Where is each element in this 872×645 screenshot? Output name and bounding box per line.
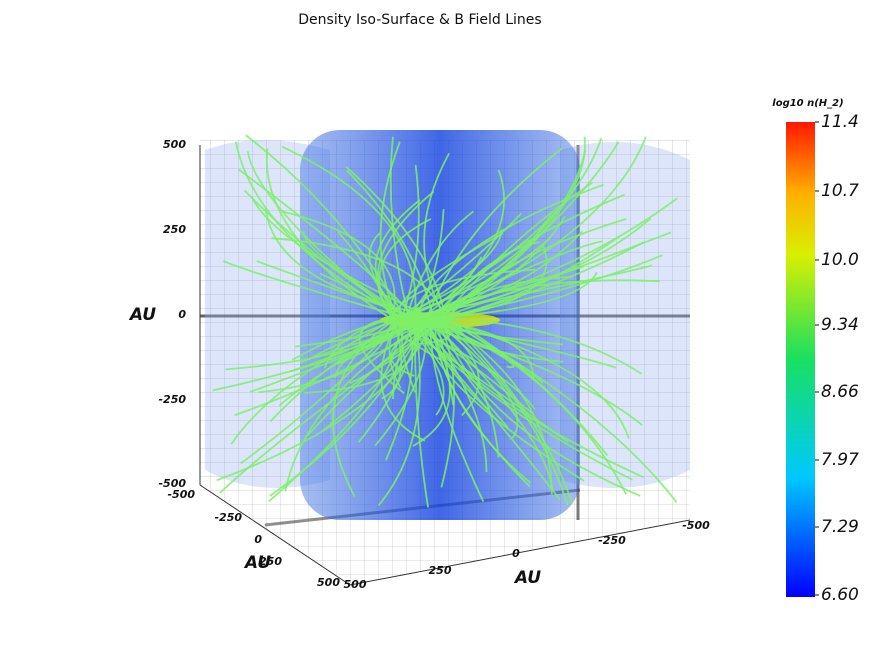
tick-label: 0 (254, 533, 262, 546)
colorbar-tick-label: 6.60 (821, 585, 859, 605)
field-line (430, 317, 515, 369)
field-line (396, 236, 551, 319)
tick-label: -250 (158, 393, 186, 406)
tick-label: -250 (214, 511, 242, 524)
field-line (447, 217, 627, 319)
field-line (377, 317, 421, 507)
field-line (414, 230, 583, 319)
field-line (212, 317, 428, 392)
field-line (323, 317, 394, 369)
colorbar (786, 122, 815, 597)
field-line (403, 317, 633, 481)
tick-label: 500 (344, 578, 367, 591)
field-line (420, 317, 500, 458)
field-line (281, 145, 417, 319)
field-line (269, 317, 429, 497)
tick-label: 250 (259, 555, 282, 568)
iso-surface (560, 142, 690, 488)
field-line (447, 317, 574, 504)
tick-label: -500 (158, 477, 186, 490)
colorbar-tick-label: 7.29 (821, 517, 859, 537)
field-line (346, 169, 435, 319)
field-line (398, 232, 504, 319)
field-line (426, 147, 563, 319)
field-line (405, 210, 475, 319)
field-line (234, 141, 405, 319)
field-line (421, 240, 603, 319)
axis-label: AU (243, 553, 271, 573)
iso-surface (205, 140, 330, 488)
field-line (448, 317, 609, 457)
tick-label: 250 (163, 223, 186, 236)
field-line (422, 136, 647, 319)
field-line (413, 317, 489, 410)
tick-label: -250 (598, 534, 626, 547)
colorbar-tick-label: 8.66 (821, 382, 859, 402)
field-line (400, 317, 445, 416)
field-line (397, 137, 603, 319)
field-line (265, 148, 391, 319)
field-line (438, 317, 569, 506)
colorbar-tick-label: 10.7 (821, 181, 859, 201)
scene (199, 130, 691, 586)
axis-line (199, 484, 351, 586)
tick-label: 500 (317, 576, 340, 589)
field-line (243, 189, 408, 319)
field-line (230, 317, 397, 445)
field-line (440, 181, 593, 319)
field-line (282, 210, 396, 319)
field-line (440, 317, 641, 497)
tick-label: 250 (429, 564, 452, 577)
field-line (389, 136, 410, 319)
colorbar-label: log10 n(H_2) (772, 98, 843, 109)
field-line (427, 317, 554, 491)
field-line (441, 317, 678, 503)
field-line (278, 317, 432, 407)
field-line (379, 141, 401, 319)
field-line (399, 212, 523, 319)
field-line (234, 317, 440, 417)
field-lines (212, 134, 678, 508)
field-line (219, 317, 446, 494)
field-line (447, 241, 645, 319)
colorbar-tick-label: 11.4 (821, 112, 859, 132)
tick-label: 0 (512, 547, 520, 560)
colorbar-tick-label: 7.97 (821, 450, 859, 470)
tick-label: -500 (167, 488, 195, 501)
field-line (433, 317, 630, 439)
field-line (429, 317, 485, 503)
tick-label: 500 (163, 138, 186, 151)
field-line (222, 260, 408, 319)
field-line (302, 230, 412, 319)
field-line (401, 317, 416, 393)
axis-label: AU (128, 305, 156, 325)
field-line (442, 245, 548, 319)
field-line (434, 317, 531, 488)
tick-label: -500 (682, 519, 710, 532)
axis-label: AU (513, 568, 541, 588)
field-line (424, 317, 564, 363)
field-line (427, 317, 509, 429)
field-line (358, 317, 405, 395)
field-line (307, 317, 401, 361)
field-line (401, 164, 420, 319)
title: Density Iso-Surface & B Field Lines (298, 12, 541, 28)
field-line (442, 317, 643, 375)
axis-line (349, 519, 691, 586)
tick-label: 0 (178, 308, 186, 321)
colorbar-tick-label: 9.34 (821, 315, 859, 335)
colorbar-tick-label: 10.0 (821, 250, 859, 270)
